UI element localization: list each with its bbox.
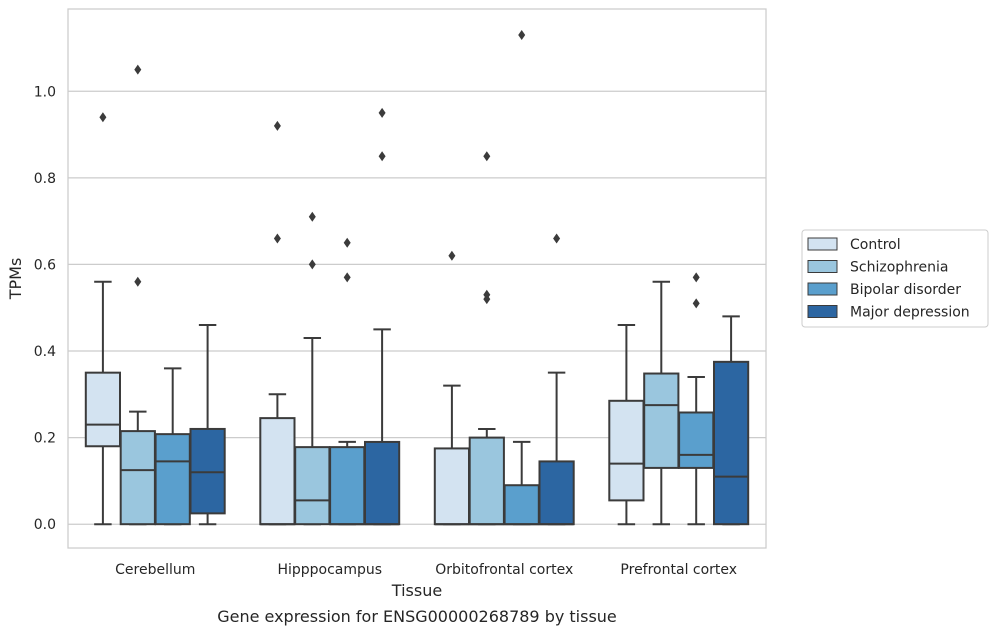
box-3-1	[363, 107, 401, 526]
legend-label: Bipolar disorder	[850, 282, 961, 298]
legend-swatch	[807, 237, 838, 251]
outlier-point	[308, 211, 316, 222]
x-tick-labels: Cerebellum Hipppocampus Orbitofrontal cort…	[115, 562, 737, 578]
box-1-2	[468, 151, 505, 526]
outlier-point	[308, 259, 316, 270]
y-tick-labels: 0.0 0.2 0.4 0.6 0.8 1.0	[34, 84, 56, 533]
outlier-point	[483, 289, 491, 300]
box-body	[363, 440, 401, 526]
box-body	[294, 446, 331, 526]
box-body	[538, 460, 575, 526]
legend-label: Control	[850, 237, 901, 253]
legend-label: Schizophrenia	[850, 260, 948, 276]
x-tick-label: Prefrontal cortex	[620, 562, 737, 578]
y-axis-label: TPMs	[6, 258, 25, 301]
box-body	[84, 371, 122, 448]
x-axis-label: Tissue	[391, 581, 442, 600]
box-body	[119, 430, 156, 526]
x-tick-label: Hipppocampus	[277, 562, 382, 578]
y-tick-label: 0.4	[34, 344, 56, 360]
legend-item: Major depression	[807, 305, 970, 321]
box-1-1	[294, 211, 331, 526]
box-0-2	[433, 250, 471, 526]
outlier-point	[378, 151, 386, 162]
box-body	[154, 433, 191, 526]
box-body	[189, 427, 226, 515]
x-tick-label: Cerebellum	[115, 562, 195, 578]
outlier-point	[518, 29, 526, 40]
y-tick-label: 0.8	[34, 171, 56, 187]
boxes-layer	[84, 29, 750, 526]
box-2-1	[329, 237, 366, 526]
legend-item: Control	[807, 237, 901, 253]
y-tick-label: 1.0	[34, 84, 56, 100]
box-2-3	[678, 272, 715, 526]
legend-label: Major depression	[850, 305, 970, 321]
outlier-point	[134, 64, 142, 75]
legend-frame	[801, 229, 989, 328]
outlier-point	[273, 120, 281, 131]
box-3-3	[712, 315, 750, 526]
box-body	[329, 446, 366, 526]
box-body	[643, 372, 680, 469]
legend-swatch	[807, 260, 838, 273]
outlier-point	[99, 112, 107, 123]
outlier-point	[343, 237, 351, 248]
box-1-0	[119, 64, 156, 526]
outlier-point	[448, 250, 456, 261]
outlier-point	[692, 298, 700, 309]
chart-caption: Gene expression for ENSG00000268789 by t…	[217, 607, 617, 626]
outlier-point	[692, 272, 700, 283]
box-2-0	[154, 367, 191, 526]
outlier-point	[273, 233, 281, 244]
box-0-3	[608, 324, 645, 526]
box-body	[712, 360, 750, 526]
box-0-0	[84, 112, 122, 526]
box-body	[259, 417, 296, 526]
box-body	[503, 484, 540, 526]
outlier-point	[134, 276, 142, 287]
box-1-3	[643, 280, 680, 526]
plot-area-frame	[67, 8, 767, 549]
outlier-point	[378, 107, 386, 118]
box-body	[678, 411, 715, 469]
legend-item: Schizophrenia	[807, 260, 948, 276]
outlier-point	[553, 233, 561, 244]
y-tick-label: 0.2	[34, 431, 56, 447]
legend-swatch	[807, 282, 838, 296]
legend-swatch	[807, 305, 838, 318]
outlier-point	[343, 272, 351, 283]
y-tick-label: 0.6	[34, 257, 56, 273]
y-tick-label: 0.0	[34, 517, 56, 533]
box-2-2	[503, 29, 540, 526]
box-body	[433, 447, 471, 526]
x-tick-label: Orbitofrontal cortex	[435, 562, 573, 578]
legend-item: Bipolar disorder	[807, 282, 961, 298]
box-3-0	[189, 324, 226, 526]
box-body	[608, 399, 645, 502]
legend: Control Schizophrenia Bipolar disorder Majo…	[801, 229, 989, 328]
outlier-point	[483, 151, 491, 162]
box-0-1	[259, 120, 296, 526]
box-body	[468, 436, 505, 526]
box-3-2	[538, 233, 575, 526]
